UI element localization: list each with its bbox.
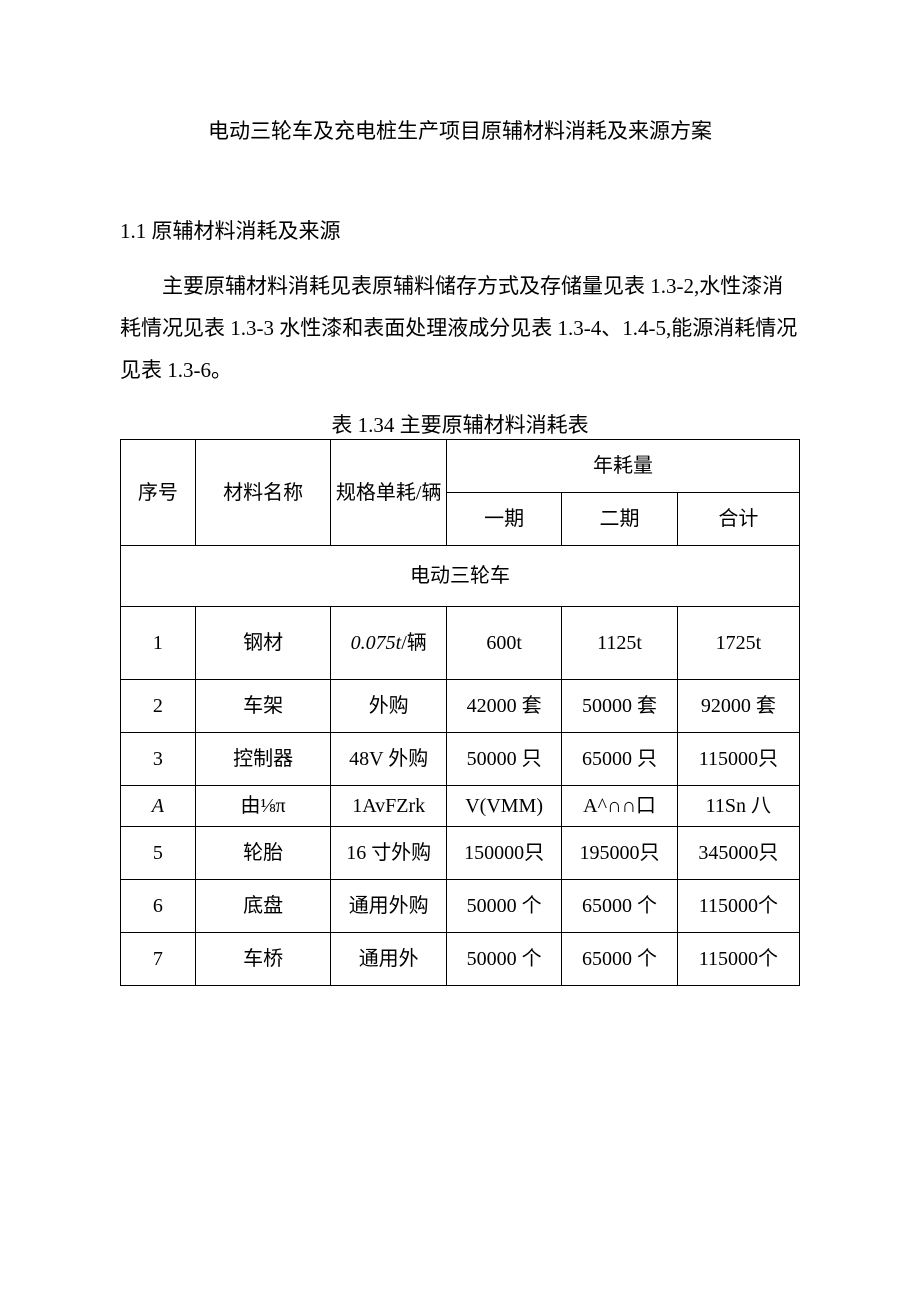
cell-p2: 195000只 — [562, 827, 677, 880]
cell-total: 92000 套 — [677, 680, 799, 733]
table-row: 5 轮胎 16 寸外购 150000只 195000只 345000只 — [121, 827, 800, 880]
cell-seq: 3 — [121, 733, 196, 786]
cell-p1: 150000只 — [446, 827, 561, 880]
cell-p2: A^∩∩口 — [562, 786, 677, 827]
cell-seq: 2 — [121, 680, 196, 733]
intro-paragraph: 主要原辅材料消耗见表原辅料储存方式及存储量见表 1.3-2,水性漆消耗情况见表 … — [120, 265, 800, 391]
cell-p1: 50000 个 — [446, 880, 561, 933]
table-row: 2 车架 外购 42000 套 50000 套 92000 套 — [121, 680, 800, 733]
cell-spec: 48V 外购 — [331, 733, 446, 786]
cell-p1: 50000 个 — [446, 933, 561, 986]
cell-spec: 通用外 — [331, 933, 446, 986]
cell-name: 车架 — [195, 680, 331, 733]
cell-name: 钢材 — [195, 607, 331, 680]
cell-seq: 7 — [121, 933, 196, 986]
table-row: A 由⅛π 1AvFZrk V(VMM) A^∩∩口 11Sn 八 — [121, 786, 800, 827]
section-heading: 1.1 原辅材料消耗及来源 — [120, 215, 800, 245]
cell-name: 由⅛π — [195, 786, 331, 827]
cell-total: 11Sn 八 — [677, 786, 799, 827]
table-row: 1 钢材 0.075t/辆 600t 1125t 1725t — [121, 607, 800, 680]
document-title: 电动三轮车及充电桩生产项目原辅材料消耗及来源方案 — [120, 115, 800, 145]
table-caption: 表 1.34 主要原辅材料消耗表 — [120, 409, 800, 439]
cell-name: 车桥 — [195, 933, 331, 986]
table-row: 6 底盘 通用外购 50000 个 65000 个 115000个 — [121, 880, 800, 933]
materials-table: 序号 材料名称 规格单耗/辆 年耗量 一期 二期 合计 电动三轮车 1 钢材 0… — [120, 439, 800, 986]
cell-seq: A — [121, 786, 196, 827]
cell-p1: 600t — [446, 607, 561, 680]
cell-seq: 6 — [121, 880, 196, 933]
cell-p1: 42000 套 — [446, 680, 561, 733]
cell-name: 控制器 — [195, 733, 331, 786]
table-row: 3 控制器 48V 外购 50000 只 65000 只 115000只 — [121, 733, 800, 786]
cell-p1: 50000 只 — [446, 733, 561, 786]
header-spec: 规格单耗/辆 — [331, 440, 446, 546]
cell-total: 1725t — [677, 607, 799, 680]
cell-spec: 1AvFZrk — [331, 786, 446, 827]
header-phase2: 二期 — [562, 493, 677, 546]
cell-name: 底盘 — [195, 880, 331, 933]
header-annual: 年耗量 — [446, 440, 799, 493]
cell-total: 345000只 — [677, 827, 799, 880]
cell-p2: 50000 套 — [562, 680, 677, 733]
section-label: 电动三轮车 — [121, 546, 800, 607]
header-name: 材料名称 — [195, 440, 331, 546]
cell-p2: 65000 个 — [562, 880, 677, 933]
cell-p2: 1125t — [562, 607, 677, 680]
section-row: 电动三轮车 — [121, 546, 800, 607]
cell-total: 115000个 — [677, 880, 799, 933]
cell-spec: 外购 — [331, 680, 446, 733]
cell-spec: 0.075t/辆 — [331, 607, 446, 680]
cell-p2: 65000 个 — [562, 933, 677, 986]
header-row-1: 序号 材料名称 规格单耗/辆 年耗量 — [121, 440, 800, 493]
cell-p2: 65000 只 — [562, 733, 677, 786]
cell-total: 115000只 — [677, 733, 799, 786]
table-row: 7 车桥 通用外 50000 个 65000 个 115000个 — [121, 933, 800, 986]
header-phase1: 一期 — [446, 493, 561, 546]
cell-name: 轮胎 — [195, 827, 331, 880]
cell-p1: V(VMM) — [446, 786, 561, 827]
cell-total: 115000个 — [677, 933, 799, 986]
cell-seq: 1 — [121, 607, 196, 680]
header-seq: 序号 — [121, 440, 196, 546]
cell-spec: 16 寸外购 — [331, 827, 446, 880]
header-total: 合计 — [677, 493, 799, 546]
cell-spec: 通用外购 — [331, 880, 446, 933]
cell-seq: 5 — [121, 827, 196, 880]
